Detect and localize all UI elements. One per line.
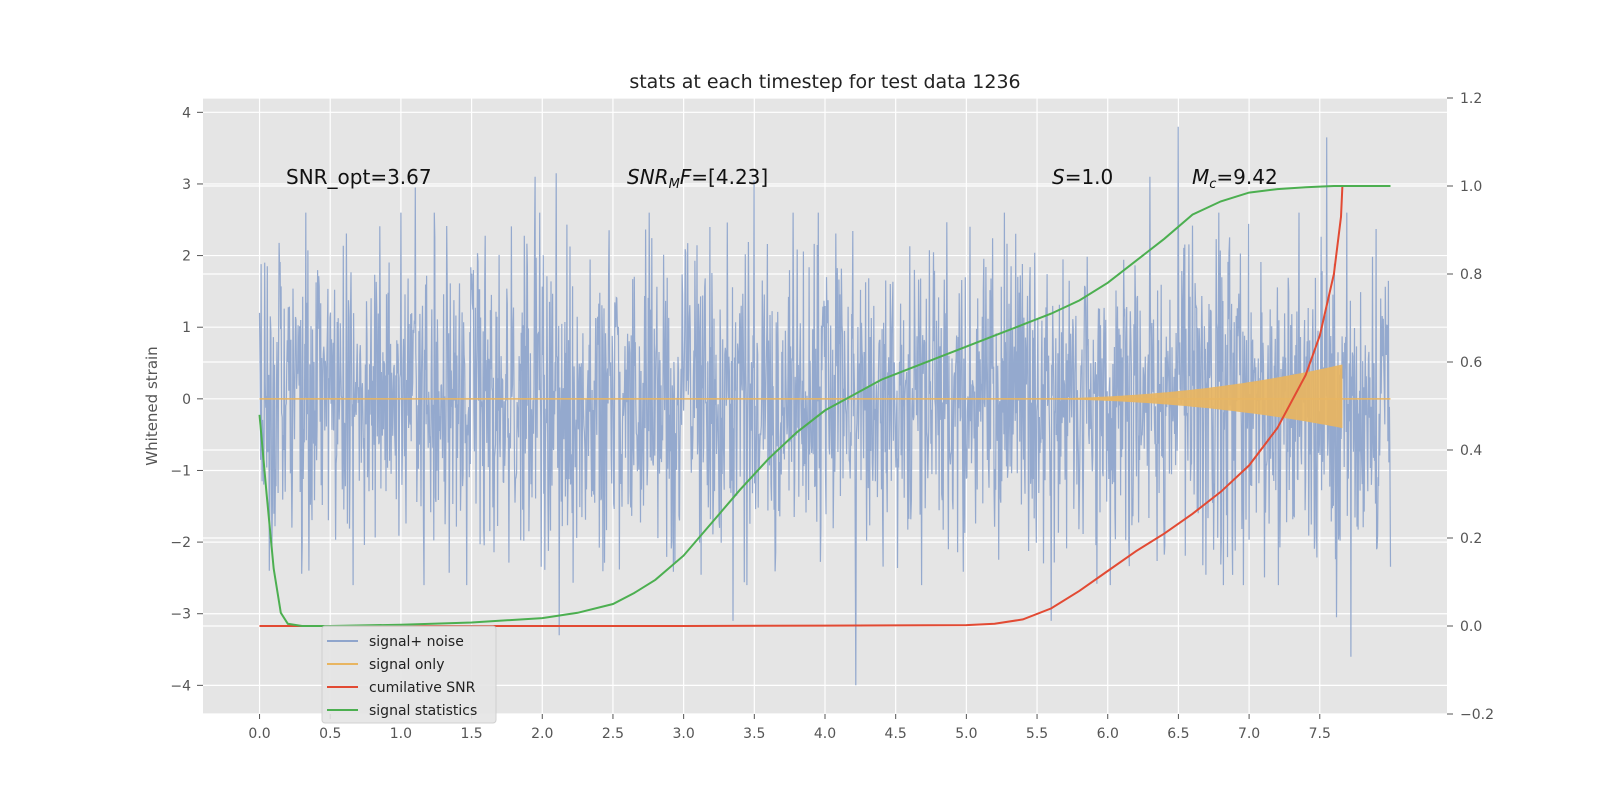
x-tick-label: 7.0 bbox=[1238, 726, 1260, 742]
x-axis: 0.0 0.5 1.0 1.5 2.0 2.5 3.0 3.5 4.0 4.5 5.0 5.5 6.0 6… bbox=[248, 714, 1331, 742]
legend-box bbox=[321, 625, 497, 724]
chart-title: stats at each timestep for test data 123… bbox=[629, 71, 1020, 93]
signal-noise-line bbox=[258, 126, 1392, 686]
y-axis-label: Whitened strain bbox=[143, 346, 161, 465]
annotation-snr-mf-sub: M bbox=[669, 177, 680, 192]
series-signal-noise bbox=[258, 126, 1392, 686]
x-tick-label: 2.5 bbox=[602, 726, 624, 742]
y-tick-label: 4 bbox=[182, 105, 191, 121]
y-tick-label: −1 bbox=[170, 463, 191, 479]
y-tick-label: 1 bbox=[182, 320, 191, 336]
y2-tick-label: 1.2 bbox=[1460, 91, 1482, 107]
x-tick-label: 6.0 bbox=[1097, 726, 1119, 742]
annotation-s-value: =1.0 bbox=[1065, 165, 1114, 189]
x-tick-label: 6.5 bbox=[1167, 726, 1189, 742]
left-y-axis: −4 −3 −2 −1 0 1 2 3 4 bbox=[170, 105, 203, 694]
y2-tick-label: 0.4 bbox=[1460, 443, 1482, 459]
y2-tick-label: −0.2 bbox=[1460, 707, 1494, 723]
signal-only-chirp bbox=[1008, 364, 1343, 429]
y2-tick-label: 0.0 bbox=[1460, 619, 1482, 635]
annotation-snr-mf-tail: F bbox=[680, 165, 692, 189]
annotation-mc-sub: c bbox=[1209, 177, 1216, 192]
cumilative-snr-line bbox=[259, 185, 1391, 627]
x-tick-label: 0.5 bbox=[319, 726, 341, 742]
annotation-snr-mf: SNRMF=[4.23] bbox=[627, 165, 768, 192]
x-tick-label: 3.5 bbox=[743, 726, 765, 742]
x-tick-label: 4.5 bbox=[885, 726, 907, 742]
x-tick-label: 7.5 bbox=[1309, 726, 1331, 742]
y-tick-label: −2 bbox=[170, 535, 191, 551]
legend-label-signal-noise: signal+ noise bbox=[369, 634, 464, 650]
y-tick-label: 2 bbox=[182, 249, 191, 265]
legend: signal+ noise signal only cumilative SNR… bbox=[321, 625, 497, 724]
y-tick-label: 0 bbox=[182, 392, 191, 408]
annotation-mc-value: =9.42 bbox=[1216, 165, 1277, 189]
annotation-snr-opt: SNR_opt=3.67 bbox=[286, 165, 432, 189]
x-tick-label: 5.0 bbox=[955, 726, 977, 742]
annotation-s-label: S bbox=[1052, 165, 1065, 189]
x-tick-label: 5.5 bbox=[1026, 726, 1048, 742]
y-tick-label: 3 bbox=[182, 177, 191, 193]
x-tick-label: 3.0 bbox=[673, 726, 695, 742]
annotation-mc: Mc=9.42 bbox=[1192, 165, 1278, 192]
x-tick-label: 1.0 bbox=[390, 726, 412, 742]
y2-tick-label: 1.0 bbox=[1460, 179, 1482, 195]
legend-label-signal-only: signal only bbox=[369, 657, 444, 673]
annotation-mc-label: M bbox=[1192, 165, 1209, 189]
x-tick-label: 1.5 bbox=[460, 726, 482, 742]
annotation-snr-mf-main: SNR bbox=[627, 165, 669, 189]
y2-tick-label: 0.2 bbox=[1460, 531, 1482, 547]
x-tick-label: 0.0 bbox=[248, 726, 270, 742]
x-tick-label: 2.0 bbox=[531, 726, 553, 742]
x-tick-label: 4.0 bbox=[814, 726, 836, 742]
legend-label-signal-statistics: signal statistics bbox=[369, 703, 477, 719]
right-y-axis: −0.2 0.0 0.2 0.4 0.6 0.8 1.0 1.2 bbox=[1447, 91, 1494, 723]
annotation-s: S=1.0 bbox=[1052, 165, 1113, 189]
y2-tick-label: 0.6 bbox=[1460, 355, 1482, 371]
series-cumilative-snr bbox=[259, 185, 1391, 627]
y2-tick-label: 0.8 bbox=[1460, 267, 1482, 283]
y-tick-label: −4 bbox=[170, 678, 191, 694]
y-tick-label: −3 bbox=[170, 607, 191, 623]
annotation-snr-mf-value: =[4.23] bbox=[691, 165, 768, 189]
legend-label-cumilative-snr: cumilative SNR bbox=[369, 680, 476, 696]
series-signal-only bbox=[259, 364, 1391, 429]
